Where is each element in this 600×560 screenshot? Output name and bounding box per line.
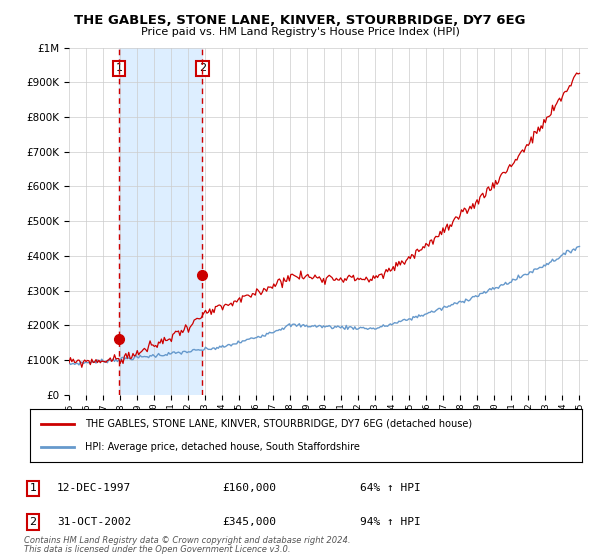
Text: THE GABLES, STONE LANE, KINVER, STOURBRIDGE, DY7 6EG: THE GABLES, STONE LANE, KINVER, STOURBRI… bbox=[74, 14, 526, 27]
Text: THE GABLES, STONE LANE, KINVER, STOURBRIDGE, DY7 6EG (detached house): THE GABLES, STONE LANE, KINVER, STOURBRI… bbox=[85, 419, 472, 429]
Text: This data is licensed under the Open Government Licence v3.0.: This data is licensed under the Open Gov… bbox=[24, 545, 290, 554]
Text: 2: 2 bbox=[199, 63, 206, 73]
Text: Contains HM Land Registry data © Crown copyright and database right 2024.: Contains HM Land Registry data © Crown c… bbox=[24, 536, 350, 545]
Text: HPI: Average price, detached house, South Staffordshire: HPI: Average price, detached house, Sout… bbox=[85, 442, 360, 452]
Text: 64% ↑ HPI: 64% ↑ HPI bbox=[360, 483, 421, 493]
Text: Price paid vs. HM Land Registry's House Price Index (HPI): Price paid vs. HM Land Registry's House … bbox=[140, 27, 460, 37]
Text: 31-OCT-2002: 31-OCT-2002 bbox=[57, 517, 131, 527]
Text: 1: 1 bbox=[116, 63, 122, 73]
Text: 2: 2 bbox=[29, 517, 37, 527]
Bar bbox=[119, 48, 202, 395]
Text: 1: 1 bbox=[29, 483, 37, 493]
Text: 94% ↑ HPI: 94% ↑ HPI bbox=[360, 517, 421, 527]
Text: £345,000: £345,000 bbox=[222, 517, 276, 527]
Text: £160,000: £160,000 bbox=[222, 483, 276, 493]
Text: 12-DEC-1997: 12-DEC-1997 bbox=[57, 483, 131, 493]
